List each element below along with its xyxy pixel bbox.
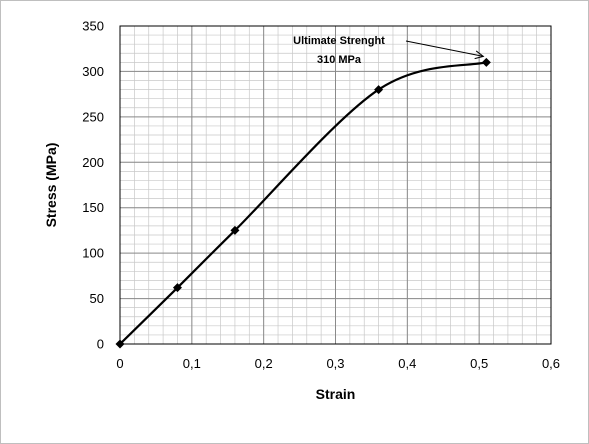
x-tick-labels: 0 0,1 0,2 0,3 0,4 0,5 0,6	[116, 356, 560, 371]
x-tick-label: 0,2	[255, 356, 273, 371]
y-tick-label: 250	[82, 109, 104, 124]
x-tick-label: 0,4	[398, 356, 416, 371]
x-tick-label: 0	[116, 356, 123, 371]
ultimate-strength-annotation: Ultimate Strenght 310 MPa	[293, 35, 485, 66]
y-tick-label: 100	[82, 246, 104, 261]
y-tick-label: 50	[90, 291, 104, 306]
y-tick-label: 200	[82, 155, 104, 170]
x-tick-label: 0,3	[326, 356, 344, 371]
x-tick-label: 0,5	[470, 356, 488, 371]
y-tick-label: 350	[82, 19, 104, 34]
plot-frame	[119, 25, 552, 345]
annotation-arrowhead	[474, 50, 485, 60]
data-point-marker	[481, 57, 491, 67]
data-point-marker	[374, 85, 384, 95]
y-tick-label: 150	[82, 200, 104, 215]
y-tick-label: 300	[82, 64, 104, 79]
data-point-marker	[115, 339, 125, 349]
annotation-line-1: Ultimate Strenght	[293, 35, 385, 47]
x-axis-title: Strain	[316, 386, 356, 402]
y-tick-labels: 0 50 100 150 200 250 300 350	[82, 19, 104, 352]
data-point-marker	[172, 283, 182, 293]
annotation-line-2: 310 MPa	[317, 54, 362, 66]
major-gridlines	[119, 25, 552, 345]
x-tick-label: 0,6	[542, 356, 560, 371]
y-tick-label: 0	[97, 337, 104, 352]
data-point-markers	[115, 57, 491, 349]
data-point-marker	[230, 225, 240, 235]
x-tick-label: 0,1	[183, 356, 201, 371]
annotation-arrow	[405, 40, 484, 57]
y-axis-title: Stress (MPa)	[43, 143, 59, 228]
stress-strain-line	[119, 61, 487, 345]
